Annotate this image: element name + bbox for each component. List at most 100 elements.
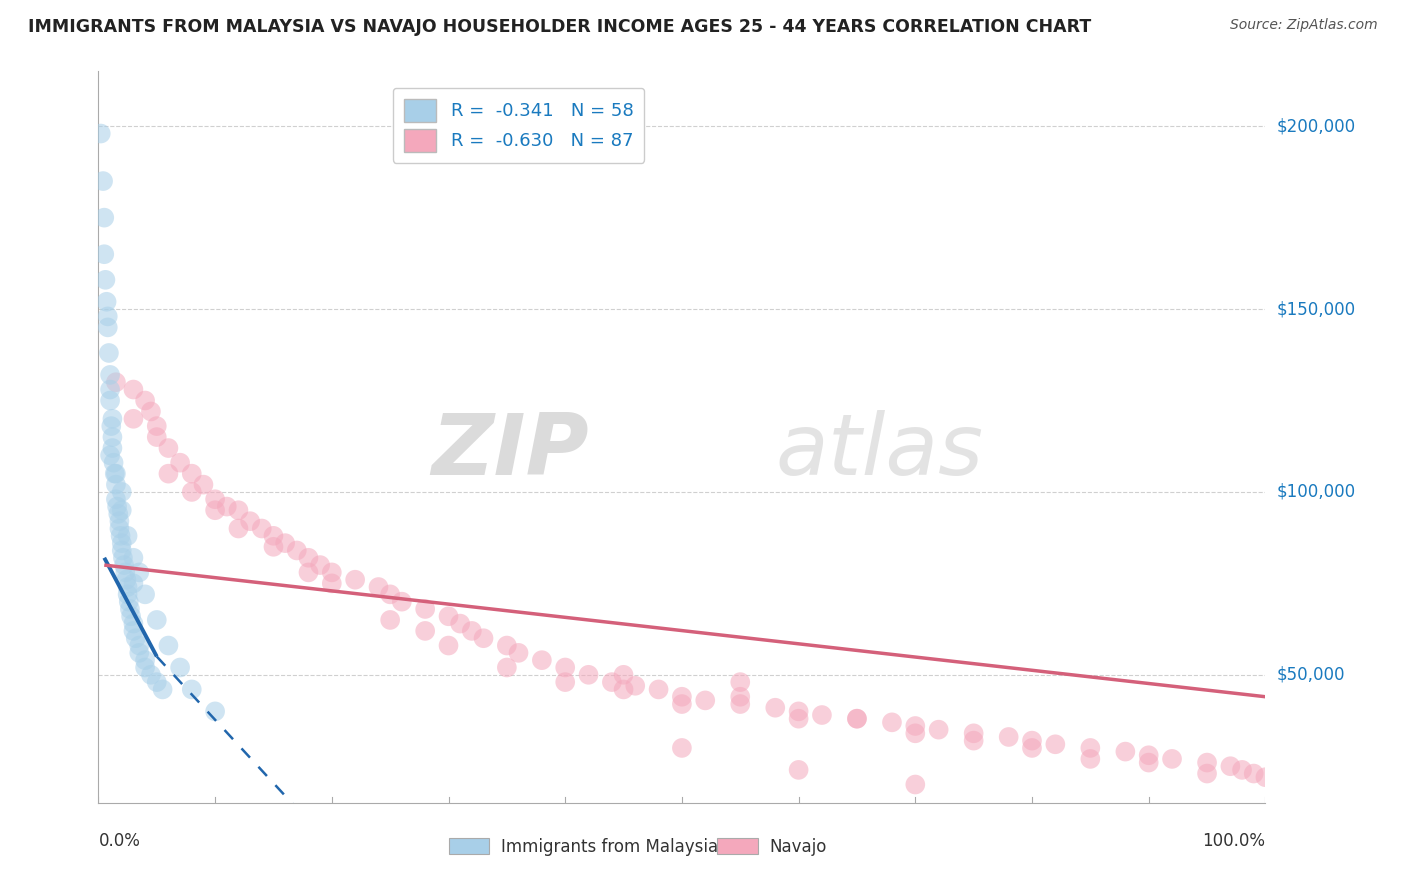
Point xyxy=(578,667,600,681)
Point xyxy=(228,521,250,535)
Point xyxy=(695,693,717,707)
Point xyxy=(118,594,141,608)
Point xyxy=(321,566,343,580)
Point xyxy=(169,660,191,674)
Point xyxy=(146,430,169,444)
Point xyxy=(787,712,810,726)
Point xyxy=(496,639,519,653)
Point xyxy=(98,393,121,408)
Point xyxy=(1021,733,1043,747)
Point xyxy=(120,609,142,624)
Text: atlas: atlas xyxy=(775,410,983,493)
Point xyxy=(262,529,284,543)
Text: $150,000: $150,000 xyxy=(1277,300,1355,318)
Text: Source: ZipAtlas.com: Source: ZipAtlas.com xyxy=(1230,18,1378,32)
Point xyxy=(671,740,693,755)
Point xyxy=(1114,745,1136,759)
Point xyxy=(1230,763,1253,777)
Point xyxy=(104,467,127,481)
Point xyxy=(730,697,752,711)
Point xyxy=(461,624,484,638)
Point xyxy=(1137,748,1160,763)
Text: $50,000: $50,000 xyxy=(1277,665,1346,684)
Point xyxy=(228,503,250,517)
Point xyxy=(204,705,226,719)
Point xyxy=(600,675,623,690)
Point xyxy=(380,613,402,627)
Point xyxy=(904,726,927,740)
Point xyxy=(730,675,752,690)
Point xyxy=(787,705,810,719)
Point xyxy=(1254,770,1277,784)
Point xyxy=(115,573,138,587)
Point xyxy=(104,477,127,491)
Point xyxy=(437,639,460,653)
Point xyxy=(122,383,145,397)
Point xyxy=(413,602,436,616)
Point xyxy=(180,682,202,697)
Point xyxy=(118,602,141,616)
Point xyxy=(146,675,169,690)
Point xyxy=(204,503,226,517)
Point xyxy=(146,613,169,627)
Point xyxy=(262,540,284,554)
Point xyxy=(846,712,869,726)
Point xyxy=(117,580,139,594)
Point xyxy=(122,411,145,425)
Point xyxy=(96,294,118,309)
Point xyxy=(139,667,162,681)
Point xyxy=(101,411,124,425)
Point xyxy=(1243,766,1265,780)
Point xyxy=(152,682,174,697)
Point xyxy=(104,492,127,507)
Point xyxy=(554,660,576,674)
Point xyxy=(215,500,238,514)
Point xyxy=(97,310,120,324)
Point xyxy=(117,529,139,543)
Text: ZIP: ZIP xyxy=(430,410,589,493)
Point xyxy=(122,576,145,591)
Point xyxy=(763,700,786,714)
Point xyxy=(110,529,132,543)
Point xyxy=(114,566,136,580)
Point xyxy=(134,587,156,601)
Point xyxy=(1080,740,1102,755)
Point xyxy=(128,646,150,660)
Point xyxy=(380,587,402,601)
Point xyxy=(108,514,131,528)
Point xyxy=(139,404,162,418)
Point xyxy=(367,580,389,594)
Point xyxy=(117,587,139,601)
Point xyxy=(93,247,115,261)
Point xyxy=(128,566,150,580)
Point xyxy=(554,675,576,690)
Point xyxy=(122,550,145,565)
Point xyxy=(111,536,134,550)
Point xyxy=(111,543,134,558)
Point xyxy=(730,690,752,704)
Text: 100.0%: 100.0% xyxy=(1202,832,1265,850)
Point xyxy=(108,521,131,535)
Text: 0.0%: 0.0% xyxy=(98,832,141,850)
Point xyxy=(112,558,135,573)
Point xyxy=(846,712,869,726)
Text: Immigrants from Malaysia: Immigrants from Malaysia xyxy=(501,838,718,855)
Point xyxy=(97,320,120,334)
Text: $200,000: $200,000 xyxy=(1277,117,1355,136)
Point xyxy=(107,507,129,521)
FancyBboxPatch shape xyxy=(449,838,489,854)
Point xyxy=(391,594,413,608)
Point xyxy=(449,616,471,631)
Point xyxy=(811,708,834,723)
Point xyxy=(496,660,519,674)
Point xyxy=(1080,752,1102,766)
Point xyxy=(100,419,122,434)
Point xyxy=(134,393,156,408)
Point xyxy=(98,448,121,462)
Point xyxy=(1197,766,1219,780)
Point xyxy=(111,503,134,517)
Point xyxy=(1021,740,1043,755)
Point xyxy=(97,346,120,360)
Point xyxy=(157,441,180,455)
Point xyxy=(134,653,156,667)
